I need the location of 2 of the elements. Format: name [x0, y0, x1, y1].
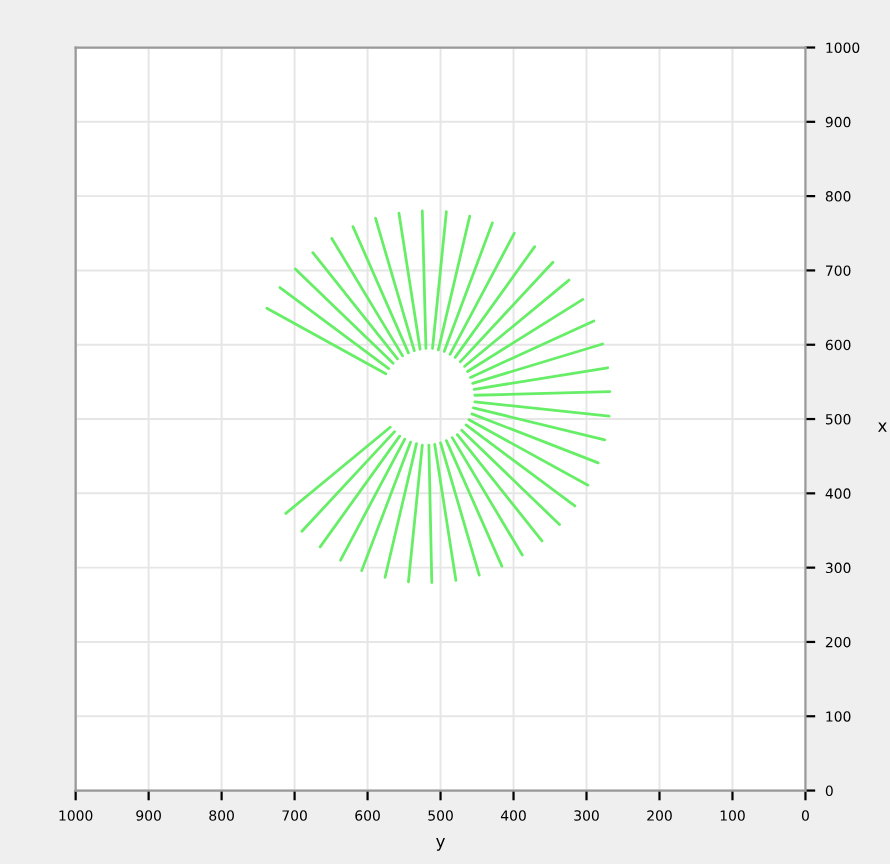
x-axis-title: y — [436, 838, 445, 851]
y-axis-title: x — [878, 422, 887, 432]
